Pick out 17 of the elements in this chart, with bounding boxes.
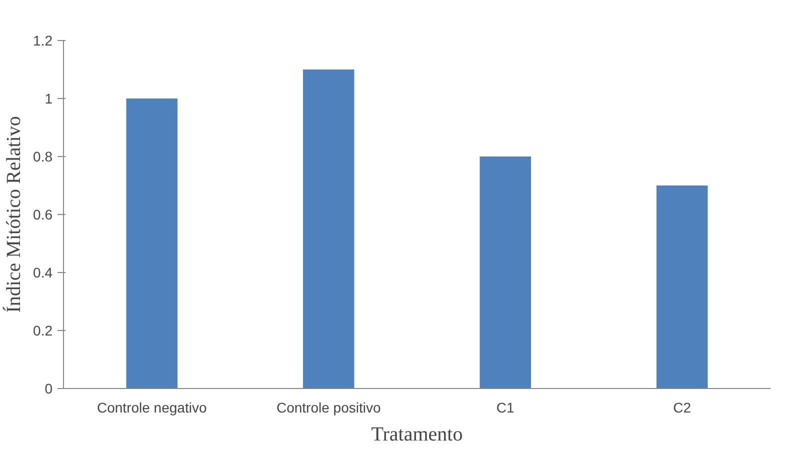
x-axis-title: Tratamento	[371, 424, 463, 446]
x-tick-label: C2	[673, 400, 692, 416]
x-tick-label: Controle positivo	[276, 400, 381, 416]
y-tick-label: 0.2	[33, 322, 53, 338]
y-tick-label: 0.8	[33, 148, 53, 164]
y-axis-title: Índice Mitótico Relativo	[2, 116, 26, 313]
y-tick-label: 0.6	[33, 206, 53, 222]
bar	[656, 186, 708, 388]
x-tick-label: Controle negativo	[97, 400, 207, 416]
y-tick-label: 0.4	[33, 264, 53, 280]
y-tick-label: 0	[44, 380, 53, 396]
x-tick-label: C1	[496, 400, 515, 416]
bar	[302, 70, 354, 388]
y-tick-label: 1	[44, 90, 53, 106]
bar	[480, 156, 532, 388]
y-tick-label: 1.2	[33, 32, 53, 48]
bar	[126, 98, 178, 388]
